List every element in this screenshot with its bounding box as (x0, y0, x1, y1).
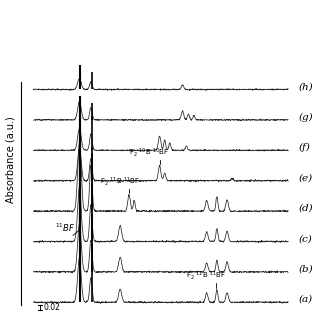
Text: (e): (e) (298, 173, 312, 182)
Text: (a): (a) (298, 295, 312, 304)
Text: (h): (h) (298, 82, 313, 91)
Y-axis label: Absorbance (a.u.): Absorbance (a.u.) (5, 116, 16, 204)
Text: $\mathsf{F_2\ {}^{10}B\ {}^{10}BF}$: $\mathsf{F_2\ {}^{10}B\ {}^{10}BF}$ (129, 146, 169, 159)
Text: (c): (c) (298, 234, 312, 243)
Text: (g): (g) (298, 112, 313, 122)
Text: ${}^{11}$BF: ${}^{11}$BF (55, 222, 76, 234)
Text: (f): (f) (298, 143, 310, 152)
Text: $\mathsf{F_2\ {}^{11}B\ {}^{11}BF}$: $\mathsf{F_2\ {}^{11}B\ {}^{11}BF}$ (100, 175, 140, 188)
Text: (b): (b) (298, 264, 313, 274)
Text: 0.02: 0.02 (43, 303, 60, 312)
Text: (d): (d) (298, 204, 313, 213)
Text: $\mathsf{F_2\ {}^{11}B\ {}^{11}BF}$: $\mathsf{F_2\ {}^{11}B\ {}^{11}BF}$ (186, 269, 227, 282)
